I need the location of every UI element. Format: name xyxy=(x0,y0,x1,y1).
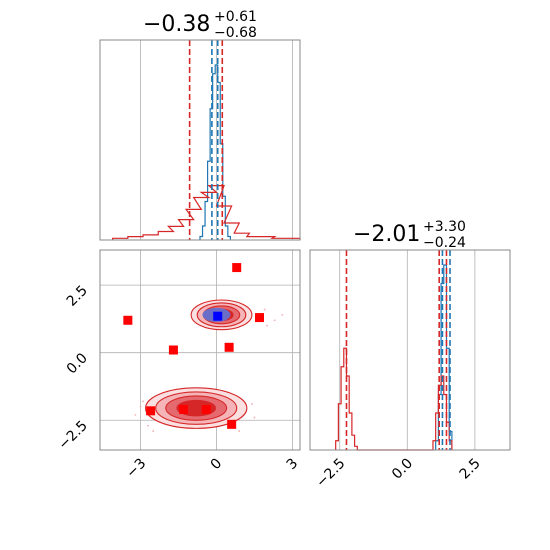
sample-point xyxy=(281,313,284,316)
title-1-upper: +0.61 xyxy=(214,9,257,25)
sample-point xyxy=(142,400,144,403)
sample-point xyxy=(253,416,256,419)
panel-joint: 2.5 0.0 −2.5 −3 0 3 xyxy=(55,249,302,482)
marker-point-7 xyxy=(201,404,211,414)
marker-point-8 xyxy=(227,419,237,429)
y-tick-label-0: 2.5 xyxy=(64,283,91,310)
x-tick-label-2: 2.5 xyxy=(457,456,484,483)
panel-top-frame xyxy=(99,39,301,241)
x-tick-label-0: −3 xyxy=(123,456,149,482)
x-tick-label-1: 0.0 xyxy=(389,456,416,483)
marker-point-5 xyxy=(146,406,156,416)
truth-point xyxy=(213,311,223,321)
marker-point-2 xyxy=(254,313,264,323)
sample-point xyxy=(263,308,266,311)
panel-marginal-x xyxy=(99,39,301,241)
sample-point xyxy=(152,430,155,432)
title-2-value: −2.01 xyxy=(353,222,420,247)
panel-right-frame xyxy=(309,249,511,451)
x-tick-label-2: 3 xyxy=(284,456,302,474)
sample-point xyxy=(134,413,137,416)
marker-point-0 xyxy=(232,263,242,273)
marker-point-3 xyxy=(168,345,178,355)
panel-marginal-y: −2.5 0.0 2.5 xyxy=(309,249,511,491)
sample-point xyxy=(266,324,268,327)
histogram-series-1 xyxy=(335,347,453,451)
sample-point xyxy=(250,403,253,405)
sample-point xyxy=(238,430,241,432)
histogram-series-0 xyxy=(199,64,231,240)
y-tick-label-1: 0.0 xyxy=(64,350,91,377)
marker-point-4 xyxy=(224,342,234,352)
y-tick-label-2: −2.5 xyxy=(55,418,90,453)
x-tick-label-0: −2.5 xyxy=(313,456,348,491)
x-tick-label-1: 0 xyxy=(208,456,226,474)
title-2-lower: −0.24 xyxy=(423,235,466,251)
sample-point xyxy=(147,424,150,427)
marker-point-6 xyxy=(179,404,189,414)
title-1-lower: −0.68 xyxy=(214,25,257,41)
sample-point xyxy=(273,319,276,322)
histogram-series-1 xyxy=(112,185,301,240)
marker-point-1 xyxy=(123,315,133,325)
sample-point xyxy=(139,405,142,408)
histogram-series-0 xyxy=(435,264,453,450)
title-param-1: −0.38 +0.61 −0.68 xyxy=(143,9,257,41)
title-param-2: −2.01 +3.30 −0.24 xyxy=(353,219,466,251)
title-2-upper: +3.30 xyxy=(423,219,466,235)
title-1-value: −0.38 xyxy=(143,12,210,37)
panel-joint-frame xyxy=(99,249,301,451)
